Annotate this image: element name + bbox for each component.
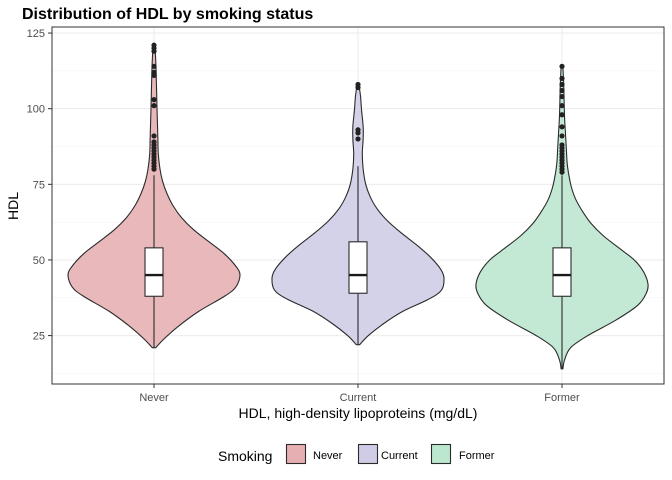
outlier-point [559, 133, 565, 139]
outlier-point [355, 136, 361, 142]
outlier-point [151, 63, 157, 69]
outlier-point [559, 124, 565, 130]
x-tick-label: Former [544, 392, 580, 404]
legend-label-current: Current [381, 450, 418, 462]
outlier-point [151, 139, 157, 145]
legend-title: Smoking [218, 448, 272, 464]
x-tick-label: Never [139, 392, 169, 404]
outlier-point [559, 142, 565, 148]
box-current [348, 241, 368, 294]
outlier-point [151, 69, 157, 75]
outlier-point [559, 63, 565, 69]
legend-label-former: Former [459, 450, 495, 462]
outlier-point [559, 81, 565, 88]
outlier-point [559, 93, 565, 100]
legend-key-former [430, 443, 452, 465]
outlier-point [559, 103, 565, 109]
outlier-point [355, 81, 361, 88]
outlier-point [151, 133, 157, 139]
outlier-point [355, 127, 361, 133]
y-tick-label: 100 [27, 104, 45, 116]
y-axis: 25 50 75 100 125 [27, 28, 52, 343]
legend: Smoking Never Current Former [218, 443, 495, 465]
y-tick-label: 25 [33, 331, 45, 343]
box-former [552, 247, 572, 297]
outlier-point [151, 97, 157, 103]
outliers [151, 42, 565, 175]
outlier-point [559, 87, 565, 94]
outlier-point [559, 75, 565, 82]
x-axis-title: HDL, high-density lipoproteins (mg/dL) [239, 405, 478, 421]
chart-title: Distribution of HDL by smoking status [22, 6, 313, 23]
legend-label-never: Never [313, 450, 343, 462]
outlier-point [151, 42, 157, 48]
y-tick-label: 75 [33, 179, 45, 191]
x-tick-label: Current [340, 392, 377, 404]
legend-key-current [357, 443, 379, 465]
legend-key-never [285, 443, 307, 465]
y-tick-label: 125 [27, 28, 45, 40]
boxplots [144, 166, 572, 369]
y-tick-label: 50 [33, 255, 45, 267]
outlier-point [151, 103, 157, 109]
box-never [144, 247, 164, 297]
y-axis-title: HDL [5, 192, 21, 220]
x-axis: Never Current Former [139, 384, 580, 404]
outlier-point [559, 112, 565, 118]
